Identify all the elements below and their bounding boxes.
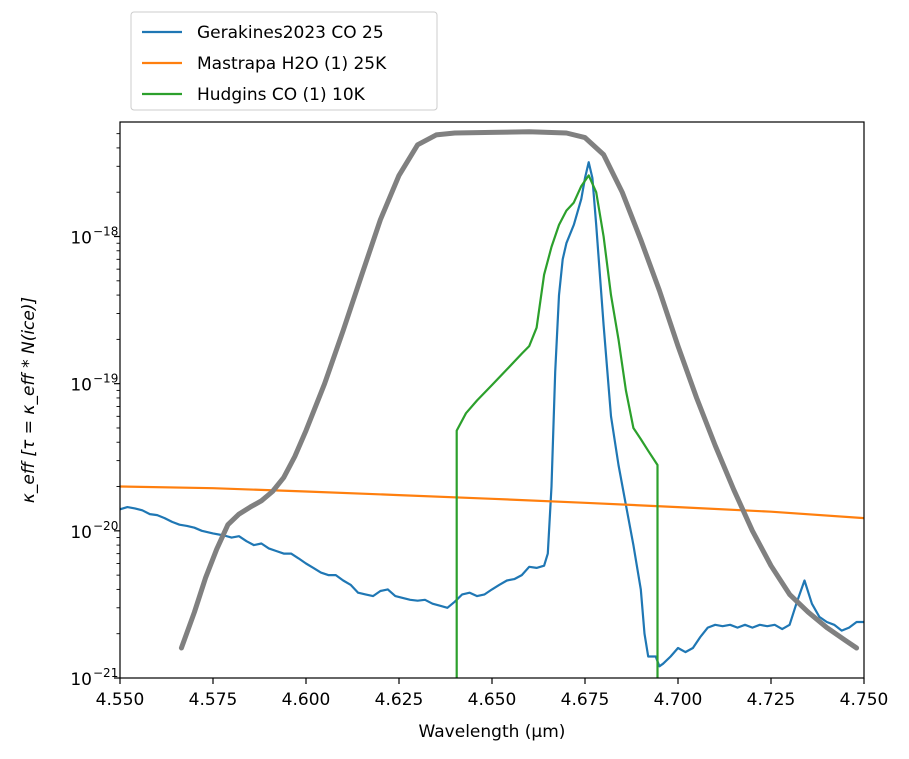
y-axis-label: κ_eff [τ = κ_eff * N(ice)] — [19, 297, 39, 503]
x-tick-label: 4.725 — [747, 690, 796, 710]
x-tick-label: 4.575 — [189, 690, 238, 710]
x-tick-label: 4.675 — [561, 690, 610, 710]
x-axis-label: Wavelength (μm) — [419, 722, 566, 742]
y-tick-label: 10 — [70, 229, 92, 249]
legend-box — [130, 11, 438, 111]
y-tick-label: 10 — [70, 670, 92, 690]
x-tick-label: 4.625 — [375, 690, 424, 710]
series-layer — [120, 129, 864, 678]
x-tick-label: 4.700 — [654, 690, 703, 710]
x-axis: 4.550 4.575 4.600 4.625 4.650 4.675 4.700 4.725… — [96, 678, 889, 710]
legend-label: Mastrapa H2O (1) 25K — [197, 54, 387, 74]
x-tick-label: 4.600 — [282, 690, 331, 710]
y-tick-exponent: −21 — [93, 666, 118, 680]
series-line-2 — [455, 174, 659, 678]
x-tick-label: 4.750 — [840, 690, 889, 710]
y-tick-label: 10 — [70, 523, 92, 543]
series-line-0 — [120, 161, 864, 668]
y-tick-exponent: −19 — [93, 372, 118, 386]
x-tick-label: 4.650 — [468, 690, 517, 710]
legend-label: Gerakines2023 CO 25 — [197, 23, 384, 43]
series-line-3 — [178, 129, 860, 651]
y-tick-label: 10 — [70, 376, 92, 396]
y-tick-exponent: −18 — [93, 225, 118, 239]
y-tick-exponent: −20 — [93, 519, 118, 533]
x-tick-label: 4.550 — [96, 690, 145, 710]
legend: Gerakines2023 CO 25 Mastrapa H2O (1) 25K H… — [130, 11, 438, 111]
legend-label: Hudgins CO (1) 10K — [197, 85, 366, 105]
series-line-1 — [120, 485, 864, 520]
